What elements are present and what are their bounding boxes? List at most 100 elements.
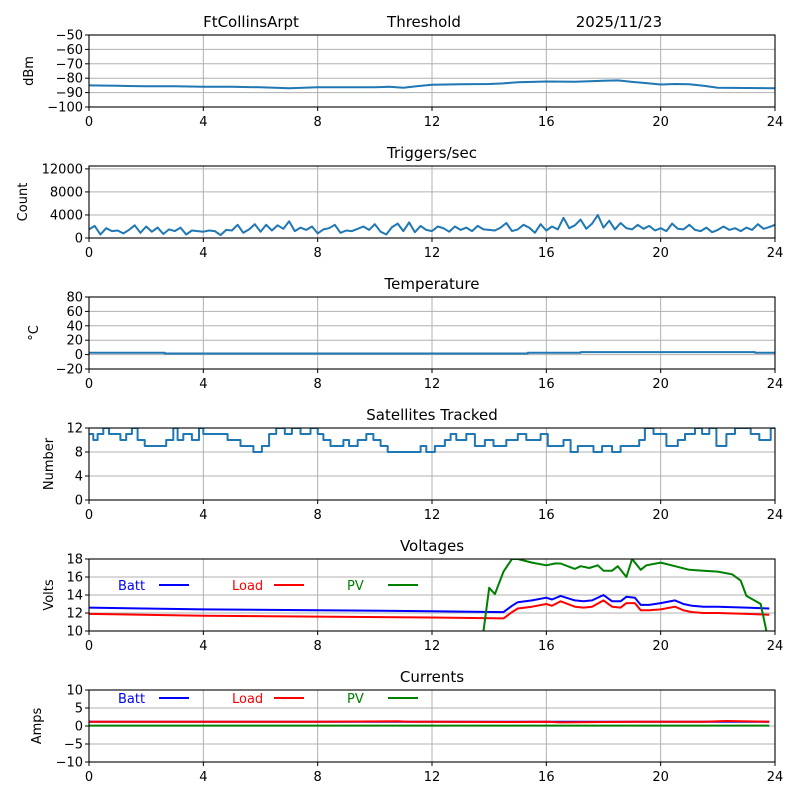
y-tick-label: 12 [66,422,83,437]
x-tick-label: 0 [85,770,93,785]
legend-label-load: Load [232,579,263,594]
legend-label-batt: Batt [118,692,145,707]
x-tick-label: 12 [424,770,441,785]
x-tick-label: 4 [199,770,207,785]
y-axis-label: Count [16,183,31,222]
x-tick-label: 24 [767,246,784,261]
panel-title: Satellites Tracked [366,406,497,424]
x-tick-label: 24 [767,377,784,392]
x-tick-label: 8 [314,508,322,523]
y-tick-label: 20 [66,334,83,349]
y-tick-label: 8000 [50,185,83,200]
panel-title: Temperature [383,275,479,293]
panel-signal: 0 4 8 12 16 20 24 −100−90−80−70−60−50 dBm [22,29,783,131]
y-tick-label: 0 [75,494,83,509]
x-tick-label: 20 [652,508,669,523]
x-tick-label: 24 [767,770,784,785]
x-tick-label: 8 [314,246,322,261]
y-tick-label: −80 [56,72,83,87]
x-tick-label: 12 [424,115,441,130]
x-tick-label: 12 [424,246,441,261]
y-tick-label: 60 [66,305,83,320]
currents-series-group [89,720,770,727]
y-tick-label: 4000 [50,208,83,223]
x-tick-label: 8 [314,115,322,130]
temperature-series-group [89,351,775,355]
y-tick-label: 12000 [42,162,83,177]
voltages-series-group [89,559,770,631]
x-tick-label: 24 [767,508,784,523]
x-tick-label: 4 [199,377,207,392]
legend-label-pv: PV [347,579,364,594]
legend-label-pv: PV [347,692,364,707]
legend-label-load: Load [232,692,263,707]
x-tick-label: 20 [652,770,669,785]
x-tick-label: 24 [767,639,784,654]
y-tick-label: 80 [66,291,83,306]
x-tick-label: 16 [538,508,555,523]
y-axis-label: dBm [22,56,37,86]
x-tick-label: 16 [538,377,555,392]
y-tick-label: 8 [75,446,83,461]
x-tick-label: 8 [314,770,322,785]
y-axis-label: Volts [42,579,57,611]
panel-triggers: 0 4 8 12 16 20 24 0 4000 8000 12000 Triggers/sec Cou… [16,144,783,261]
x-tick-label: 16 [538,115,555,130]
series-line-signal [89,79,775,90]
panel-title: Currents [400,668,464,686]
panel-currents: 0 4 8 12 16 20 24 −10 −5 0 5 10 Currents Amps Batt Load… [30,668,783,785]
panel-voltages: 0 4 8 12 16 20 24 10 12 14 16 18 Voltages Volts Batt Lo… [42,537,783,654]
panel-title: Voltages [400,537,464,555]
y-tick-label: 12 [66,607,83,622]
y-tick-label: −70 [56,57,83,72]
y-tick-label: 40 [66,319,83,334]
x-tick-label: 8 [314,377,322,392]
x-tick-label: 0 [85,508,93,523]
panel-satellites: 0 4 8 12 16 20 24 0 4 8 12 Satellites Tracked Number [42,406,783,523]
series-line-load [89,720,770,724]
y-tick-label: 4 [75,470,83,485]
x-tick-label: 20 [652,246,669,261]
y-axis-label: Amps [30,707,45,744]
y-tick-label: 10 [66,625,83,640]
panel-title: Triggers/sec [386,144,477,162]
y-tick-label: −10 [56,756,83,771]
y-tick-label: 0 [75,720,83,735]
satellites-series-group [89,428,775,453]
x-tick-label: 24 [767,115,784,130]
x-tick-label: 0 [85,377,93,392]
y-tick-label: 0 [75,348,83,363]
series-line-load [89,599,770,620]
y-tick-label: −60 [56,43,83,58]
y-tick-label: −90 [56,86,83,101]
series-line-satellites [89,428,775,453]
x-tick-label: 0 [85,246,93,261]
x-tick-label: 12 [424,377,441,392]
y-axis-label: Number [42,437,57,490]
x-tick-label: 16 [538,246,555,261]
station-name: FtCollinsArpt [203,13,299,31]
x-tick-label: 12 [424,639,441,654]
legend-label-batt: Batt [118,579,145,594]
x-tick-label: 4 [199,639,207,654]
x-tick-label: 20 [652,377,669,392]
x-tick-label: 8 [314,639,322,654]
x-tick-label: 16 [538,770,555,785]
y-tick-label: −5 [64,738,83,753]
x-tick-label: 0 [85,115,93,130]
y-tick-label: 0 [75,232,83,247]
x-tick-label: 4 [199,508,207,523]
y-tick-label: 5 [75,702,83,717]
date-label: 2025/11/23 [576,13,662,31]
y-tick-label: −50 [56,29,83,44]
x-tick-label: 0 [85,639,93,654]
series-line-temperature [89,351,775,355]
y-tick-label: 18 [66,553,83,568]
figure-header: FtCollinsArpt Threshold 2025/11/23 [203,13,662,31]
series-line-batt [89,594,770,614]
mode-label: Threshold [386,13,461,31]
series-line-triggers [89,214,775,237]
x-tick-label: 20 [652,639,669,654]
series-line-pv [482,559,768,631]
